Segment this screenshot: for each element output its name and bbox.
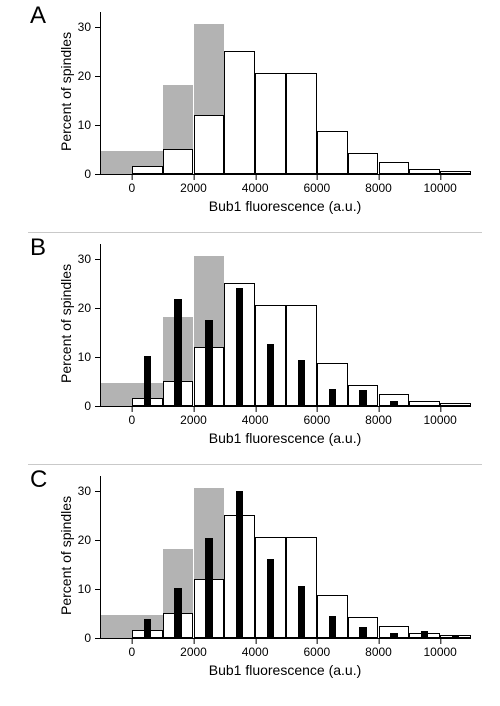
bar-outline (409, 401, 440, 406)
xtick: 0 (128, 638, 135, 658)
bar-black (174, 299, 181, 406)
bar-black (359, 390, 366, 406)
bar-black (236, 491, 243, 638)
xtick: 8000 (365, 174, 392, 194)
ytick: 30 (61, 21, 101, 33)
xtick: 4000 (242, 174, 269, 194)
bar-gray (101, 615, 132, 638)
plot-wrap-A: 01020300200040006000800010000 Percent of… (100, 12, 471, 175)
bar-outline (194, 115, 225, 174)
xtick: 6000 (303, 406, 330, 426)
ytick: 0 (61, 400, 101, 412)
ylabel-A: Percent of spindles (58, 32, 74, 151)
panel-C: C 01020300200040006000800010000 Percent … (28, 464, 482, 696)
bar-black (236, 288, 243, 406)
xtick: 10000 (423, 174, 456, 194)
panel-letter-C: C (30, 466, 47, 494)
bar-black (329, 389, 336, 406)
bar-outline (255, 73, 286, 174)
bar-black (298, 360, 305, 406)
xtick: 0 (128, 406, 135, 426)
bar-outline (440, 171, 471, 174)
xtick: 10000 (423, 406, 456, 426)
xtick: 6000 (303, 174, 330, 194)
ytick: 0 (61, 168, 101, 180)
bar-outline (317, 131, 348, 174)
bar-gray (101, 383, 132, 406)
xtick: 4000 (242, 638, 269, 658)
ylabel-C: Percent of spindles (58, 496, 74, 615)
xtick: 2000 (180, 406, 207, 426)
bar-outline (286, 73, 317, 174)
bar-outline (163, 149, 194, 174)
bar-black (452, 635, 459, 638)
plot-B: 01020300200040006000800010000 (100, 244, 471, 407)
bar-black (267, 559, 274, 638)
ytick: 30 (61, 253, 101, 265)
bar-black (144, 356, 151, 406)
xtick: 8000 (365, 406, 392, 426)
bar-black (174, 588, 181, 638)
panel-letter-B: B (30, 234, 46, 262)
bar-black (205, 320, 212, 406)
plot-wrap-C: 01020300200040006000800010000 Percent of… (100, 476, 471, 639)
bar-black (298, 586, 305, 638)
bar-black (144, 619, 151, 638)
panel-B: B 01020300200040006000800010000 Percent … (28, 232, 482, 465)
ytick: 0 (61, 632, 101, 644)
xtick: 10000 (423, 638, 456, 658)
bar-black (267, 344, 274, 406)
figure-page: A 01020300200040006000800010000 Percent … (0, 0, 500, 706)
panel-letter-A: A (30, 2, 46, 30)
bar-black (390, 633, 397, 638)
bar-black (421, 631, 428, 638)
xtick: 2000 (180, 638, 207, 658)
plot-A: 01020300200040006000800010000 (100, 12, 471, 175)
bar-black (205, 538, 212, 638)
xtick: 0 (128, 174, 135, 194)
xtick: 8000 (365, 638, 392, 658)
ylabel-B: Percent of spindles (58, 264, 74, 383)
bar-outline (379, 162, 410, 174)
xlabel-A: Bub1 fluorescence (a.u.) (100, 198, 470, 214)
xlabel-B: Bub1 fluorescence (a.u.) (100, 430, 470, 446)
xtick: 6000 (303, 638, 330, 658)
xtick: 4000 (242, 406, 269, 426)
plot-C: 01020300200040006000800010000 (100, 476, 471, 639)
bar-black (359, 627, 366, 638)
bar-outline (348, 153, 379, 174)
panel-A: A 01020300200040006000800010000 Percent … (28, 0, 482, 233)
bar-black (390, 401, 397, 406)
bar-black (329, 616, 336, 638)
bar-outline (132, 166, 163, 174)
bar-outline (224, 51, 255, 174)
bar-outline (440, 403, 471, 406)
bar-outline (409, 169, 440, 174)
bar-gray (101, 151, 132, 174)
xlabel-C: Bub1 fluorescence (a.u.) (100, 662, 470, 678)
xtick: 2000 (180, 174, 207, 194)
ytick: 30 (61, 485, 101, 497)
plot-wrap-B: 01020300200040006000800010000 Percent of… (100, 244, 471, 407)
